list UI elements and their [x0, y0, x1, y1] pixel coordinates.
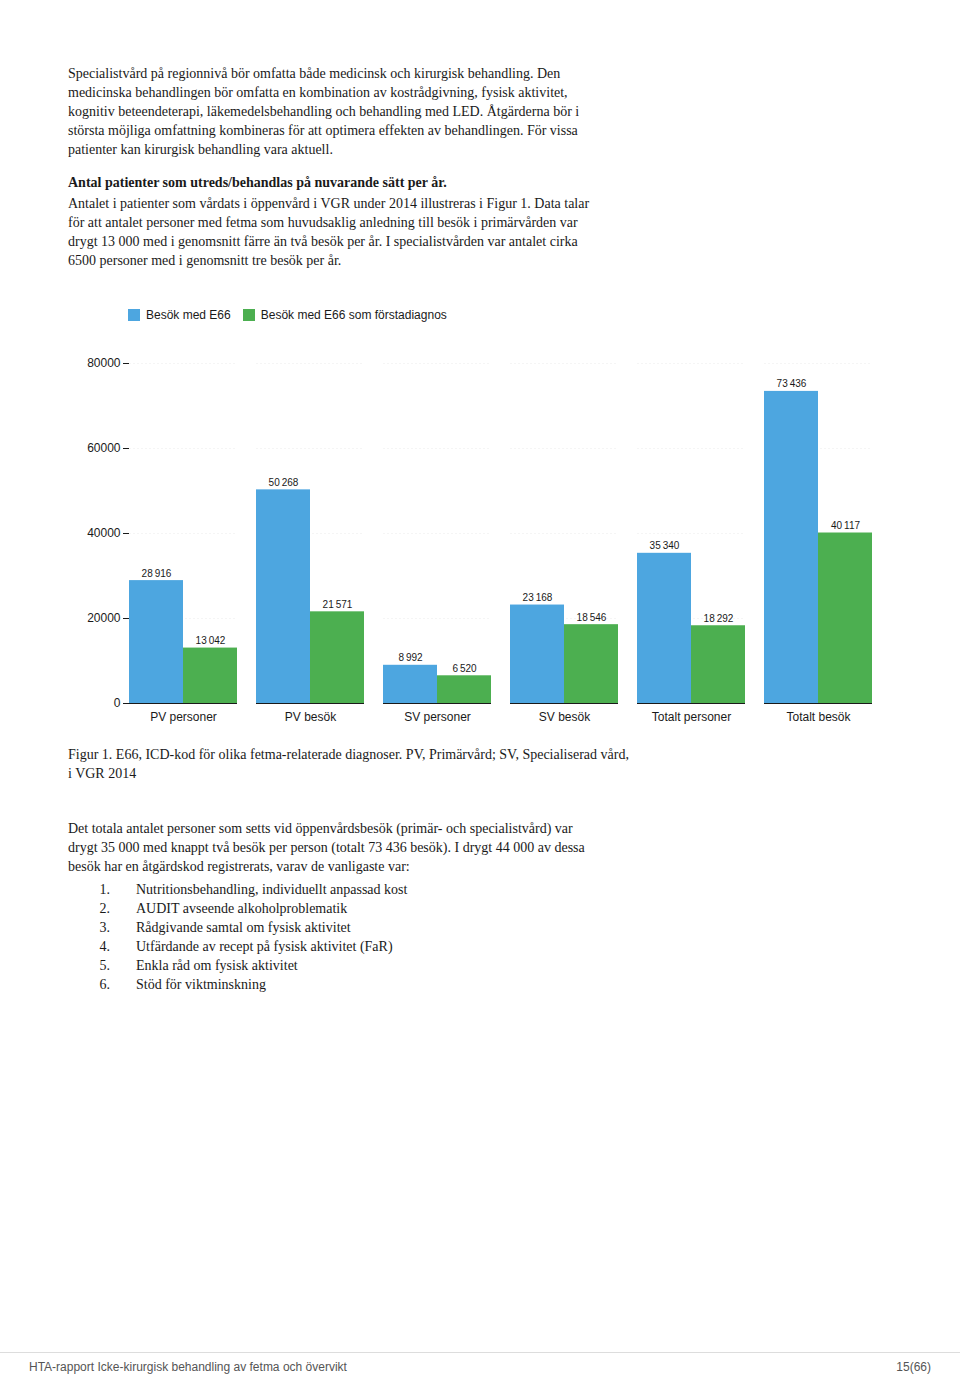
html-text:drygt 35 000 med knappt två be: drygt 35 000 med knappt två besök per pe… — [68, 840, 585, 855]
html-text:Besök med E66: Besök med E66 — [146, 307, 231, 322]
html-text:5.: 5. — [99, 958, 110, 973]
html-text:besök har en åtgärdskod regist: besök har en åtgärdskod registrerats, va… — [68, 859, 410, 874]
html-text:Specialistvård på regionnivå b: Specialistvård på regionnivå bör omfatta… — [68, 66, 561, 81]
svg-text:Totalt personer: Totalt personer — [652, 710, 731, 724]
html-text:3.: 3. — [99, 920, 110, 935]
svg-text:Totalt besök: Totalt besök — [786, 710, 851, 724]
svg-text:23 168: 23 168 — [523, 592, 553, 603]
svg-text:28 916: 28 916 — [142, 568, 172, 579]
svg-text:SV personer: SV personer — [404, 710, 471, 724]
svg-text:40 117: 40 117 — [831, 520, 861, 531]
svg-text:6 520: 6 520 — [452, 663, 477, 674]
html-text:Nutritionsbehandling, individu: Nutritionsbehandling, individuellt anpas… — [136, 882, 408, 897]
html-text:6500 personer med i genomsnitt: 6500 personer med i genomsnitt tre besök… — [68, 253, 342, 268]
html-text:medicinska behandlingen bör om: medicinska behandlingen bör omfatta en k… — [68, 85, 568, 100]
html-text:15(66): 15(66) — [896, 1360, 931, 1374]
svg-text:35 340: 35 340 — [650, 540, 680, 551]
html-text:kognitiv beteendeterapi, läkem: kognitiv beteendeterapi, läkemedelsbehan… — [68, 104, 580, 119]
html-text:Antal patienter som utreds/beh: Antal patienter som utreds/behandlas på … — [68, 175, 447, 190]
html-text:Utfärdande av recept på fysisk: Utfärdande av recept på fysisk aktivitet… — [136, 939, 393, 954]
svg-text:60000: 60000 — [87, 441, 121, 455]
svg-text:21 571: 21 571 — [323, 599, 353, 610]
svg-text:18 546: 18 546 — [577, 612, 607, 623]
html-text:4.: 4. — [99, 939, 110, 954]
html-text:HTA-rapport Icke-kirurgisk beh: HTA-rapport Icke-kirurgisk behandling av… — [29, 1360, 347, 1374]
html-text:AUDIT avseende alkoholproblema: AUDIT avseende alkoholproblematik — [136, 901, 348, 916]
svg-text:PV personer: PV personer — [150, 710, 217, 724]
html-text:drygt 13 000 med i genomsnitt: drygt 13 000 med i genomsnitt färre än t… — [68, 234, 578, 249]
html-text:Enkla råd om fysisk aktivitet: Enkla råd om fysisk aktivitet — [136, 958, 298, 973]
html-text:6.: 6. — [99, 977, 110, 992]
html-text:Besök med E66 som förstadiagno: Besök med E66 som förstadiagnos — [260, 307, 447, 322]
html-text:Stöd för viktminskning: Stöd för viktminskning — [136, 977, 266, 992]
html-text:patienter kan kirurgisk behand: patienter kan kirurgisk behandling vara … — [68, 142, 333, 157]
html-text:2.: 2. — [99, 901, 110, 916]
svg-text:PV besök: PV besök — [285, 710, 337, 724]
html-text:Antalet i patienter som vårdat: Antalet i patienter som vårdats i öppenv… — [68, 196, 590, 211]
svg-text:80000: 80000 — [87, 356, 121, 370]
html-text:Figur 1. E66, ICD-kod för olik: Figur 1. E66, ICD-kod för olika fetma-re… — [68, 747, 629, 762]
svg-text:40000: 40000 — [87, 526, 121, 540]
svg-text:13 042: 13 042 — [196, 635, 226, 646]
html-text:största möjliga omfattning kom: största möjliga omfattning kombineras fö… — [68, 123, 578, 138]
html-text:Rådgivande samtal om fysisk ak: Rådgivande samtal om fysisk aktivitet — [136, 920, 351, 935]
html-text:Det totala antalet personer so: Det totala antalet personer som setts vi… — [68, 821, 573, 836]
svg-text:SV besök: SV besök — [539, 710, 591, 724]
svg-text:50 268: 50 268 — [269, 477, 299, 488]
svg-text:18 292: 18 292 — [704, 613, 734, 624]
svg-text:8 992: 8 992 — [398, 652, 423, 663]
html-text:i VGR 2014: i VGR 2014 — [68, 766, 137, 781]
svg-text:0: 0 — [114, 696, 121, 710]
svg-text:73 436: 73 436 — [777, 378, 807, 389]
html-text:för att antalet personer med f: för att antalet personer med fetma som h… — [68, 215, 578, 230]
html-text:1.: 1. — [99, 882, 110, 897]
svg-text:20000: 20000 — [87, 611, 121, 625]
